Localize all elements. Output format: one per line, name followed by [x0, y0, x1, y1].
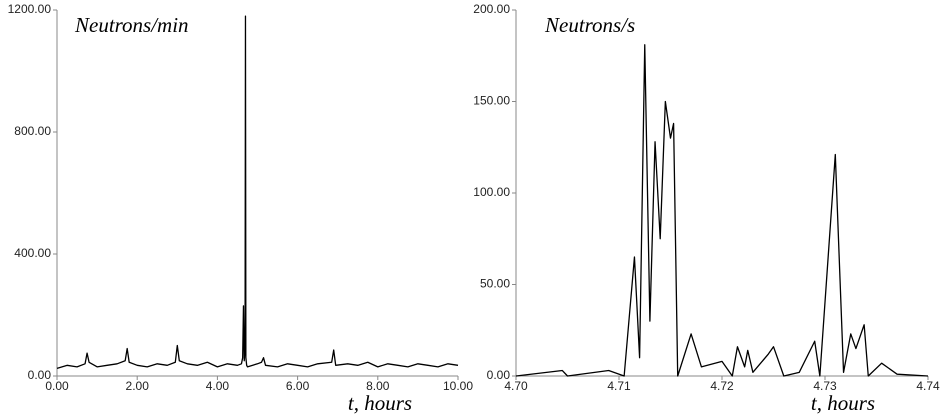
x-axis-label: t, hours	[348, 391, 412, 415]
y-tick-label: 100.00	[473, 185, 510, 199]
y-tick-label: 800.00	[14, 124, 51, 138]
x-tick-label: 4.71	[607, 379, 631, 393]
x-tick-label: 4.72	[710, 379, 734, 393]
y-tick-label: 400.00	[14, 246, 51, 260]
x-tick-label: 10.00	[443, 379, 473, 393]
x-tick-label: 4.00	[206, 379, 230, 393]
x-tick-label: 8.00	[366, 379, 390, 393]
x-tick-label: 0.00	[45, 379, 69, 393]
x-axis-label: t, hours	[811, 391, 875, 415]
y-tick-label: 200.00	[473, 2, 510, 16]
y-tick-label: 50.00	[480, 277, 510, 291]
x-tick-label: 4.74	[916, 379, 940, 393]
data-line	[515, 44, 929, 377]
x-tick-label: 4.73	[813, 379, 837, 393]
data-line	[56, 15, 459, 369]
y-tick-label: 0.00	[487, 368, 511, 382]
y-tick-label: 0.00	[28, 368, 52, 382]
y-tick-label: 1200.00	[8, 2, 52, 16]
y-axis-label: Neutrons/s	[544, 13, 635, 37]
y-axis-label: Neutrons/min	[74, 13, 189, 37]
x-tick-label: 4.70	[504, 379, 528, 393]
x-tick-label: 2.00	[126, 379, 150, 393]
y-tick-label: 150.00	[473, 94, 510, 108]
x-tick-label: 6.00	[286, 379, 310, 393]
